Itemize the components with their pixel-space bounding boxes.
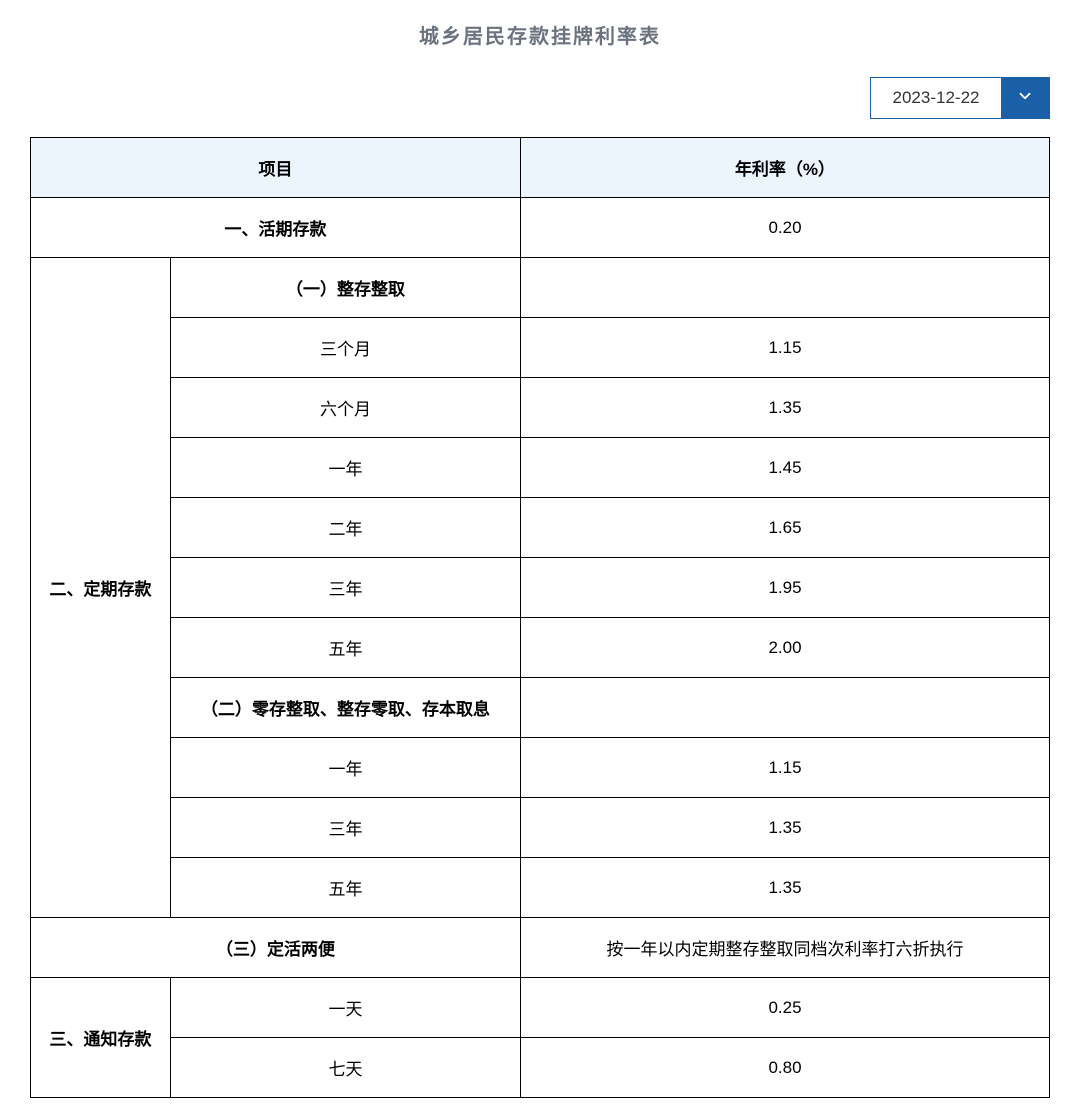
cell-three-month-label: 三个月	[171, 318, 521, 378]
cell-partial-one-year-label: 一年	[171, 738, 521, 798]
header-rate: 年利率（%）	[521, 138, 1050, 198]
chevron-down-icon	[1016, 87, 1034, 110]
row-partial-one-year: 一年 1.15	[31, 738, 1050, 798]
cell-three-year-label: 三年	[171, 558, 521, 618]
cell-flexible-rate: 按一年以内定期整存整取同档次利率打六折执行	[521, 918, 1050, 978]
cell-seven-day-label: 七天	[171, 1038, 521, 1098]
header-item: 项目	[31, 138, 521, 198]
date-selector[interactable]: 2023-12-22	[870, 77, 1050, 119]
cell-partial-three-year-label: 三年	[171, 798, 521, 858]
cell-six-month-label: 六个月	[171, 378, 521, 438]
cell-one-year-rate: 1.45	[521, 438, 1050, 498]
cell-demand-rate: 0.20	[521, 198, 1050, 258]
date-dropdown-button[interactable]	[1001, 78, 1049, 118]
row-partial-three-year: 三年 1.35	[31, 798, 1050, 858]
rate-table: 项目 年利率（%） 一、活期存款 0.20 二、定期存款 （一）整存整取 三个月…	[30, 137, 1050, 1098]
row-flexible: （三）定活两便 按一年以内定期整存整取同档次利率打六折执行	[31, 918, 1050, 978]
date-value: 2023-12-22	[871, 78, 1001, 118]
row-partial-five-year: 五年 1.35	[31, 858, 1050, 918]
cell-one-day-rate: 0.25	[521, 978, 1050, 1038]
cell-two-year-label: 二年	[171, 498, 521, 558]
cell-three-year-rate: 1.95	[521, 558, 1050, 618]
cell-partial-five-year-label: 五年	[171, 858, 521, 918]
cell-partial-five-year-rate: 1.35	[521, 858, 1050, 918]
cell-term-deposit-label: 二、定期存款	[31, 258, 171, 918]
row-lump-sum: 二、定期存款 （一）整存整取	[31, 258, 1050, 318]
cell-one-year-label: 一年	[171, 438, 521, 498]
cell-lump-sum-rate	[521, 258, 1050, 318]
cell-two-year-rate: 1.65	[521, 498, 1050, 558]
cell-flexible-label: （三）定活两便	[31, 918, 521, 978]
cell-three-month-rate: 1.15	[521, 318, 1050, 378]
page-title: 城乡居民存款挂牌利率表	[30, 20, 1050, 49]
row-one-day: 三、通知存款 一天 0.25	[31, 978, 1050, 1038]
row-five-year: 五年 2.00	[31, 618, 1050, 678]
row-partial-deposit: （二）零存整取、整存零取、存本取息	[31, 678, 1050, 738]
cell-demand-label: 一、活期存款	[31, 198, 521, 258]
row-two-year: 二年 1.65	[31, 498, 1050, 558]
cell-partial-one-year-rate: 1.15	[521, 738, 1050, 798]
cell-partial-label: （二）零存整取、整存零取、存本取息	[171, 678, 521, 738]
cell-five-year-label: 五年	[171, 618, 521, 678]
row-three-month: 三个月 1.15	[31, 318, 1050, 378]
row-six-month: 六个月 1.35	[31, 378, 1050, 438]
cell-six-month-rate: 1.35	[521, 378, 1050, 438]
row-seven-day: 七天 0.80	[31, 1038, 1050, 1098]
row-demand-deposit: 一、活期存款 0.20	[31, 198, 1050, 258]
cell-one-day-label: 一天	[171, 978, 521, 1038]
cell-partial-rate	[521, 678, 1050, 738]
cell-seven-day-rate: 0.80	[521, 1038, 1050, 1098]
date-row: 2023-12-22	[30, 77, 1050, 119]
cell-five-year-rate: 2.00	[521, 618, 1050, 678]
cell-partial-three-year-rate: 1.35	[521, 798, 1050, 858]
row-one-year: 一年 1.45	[31, 438, 1050, 498]
row-three-year: 三年 1.95	[31, 558, 1050, 618]
cell-lump-sum-label: （一）整存整取	[171, 258, 521, 318]
table-header-row: 项目 年利率（%）	[31, 138, 1050, 198]
cell-call-deposit-label: 三、通知存款	[31, 978, 171, 1098]
